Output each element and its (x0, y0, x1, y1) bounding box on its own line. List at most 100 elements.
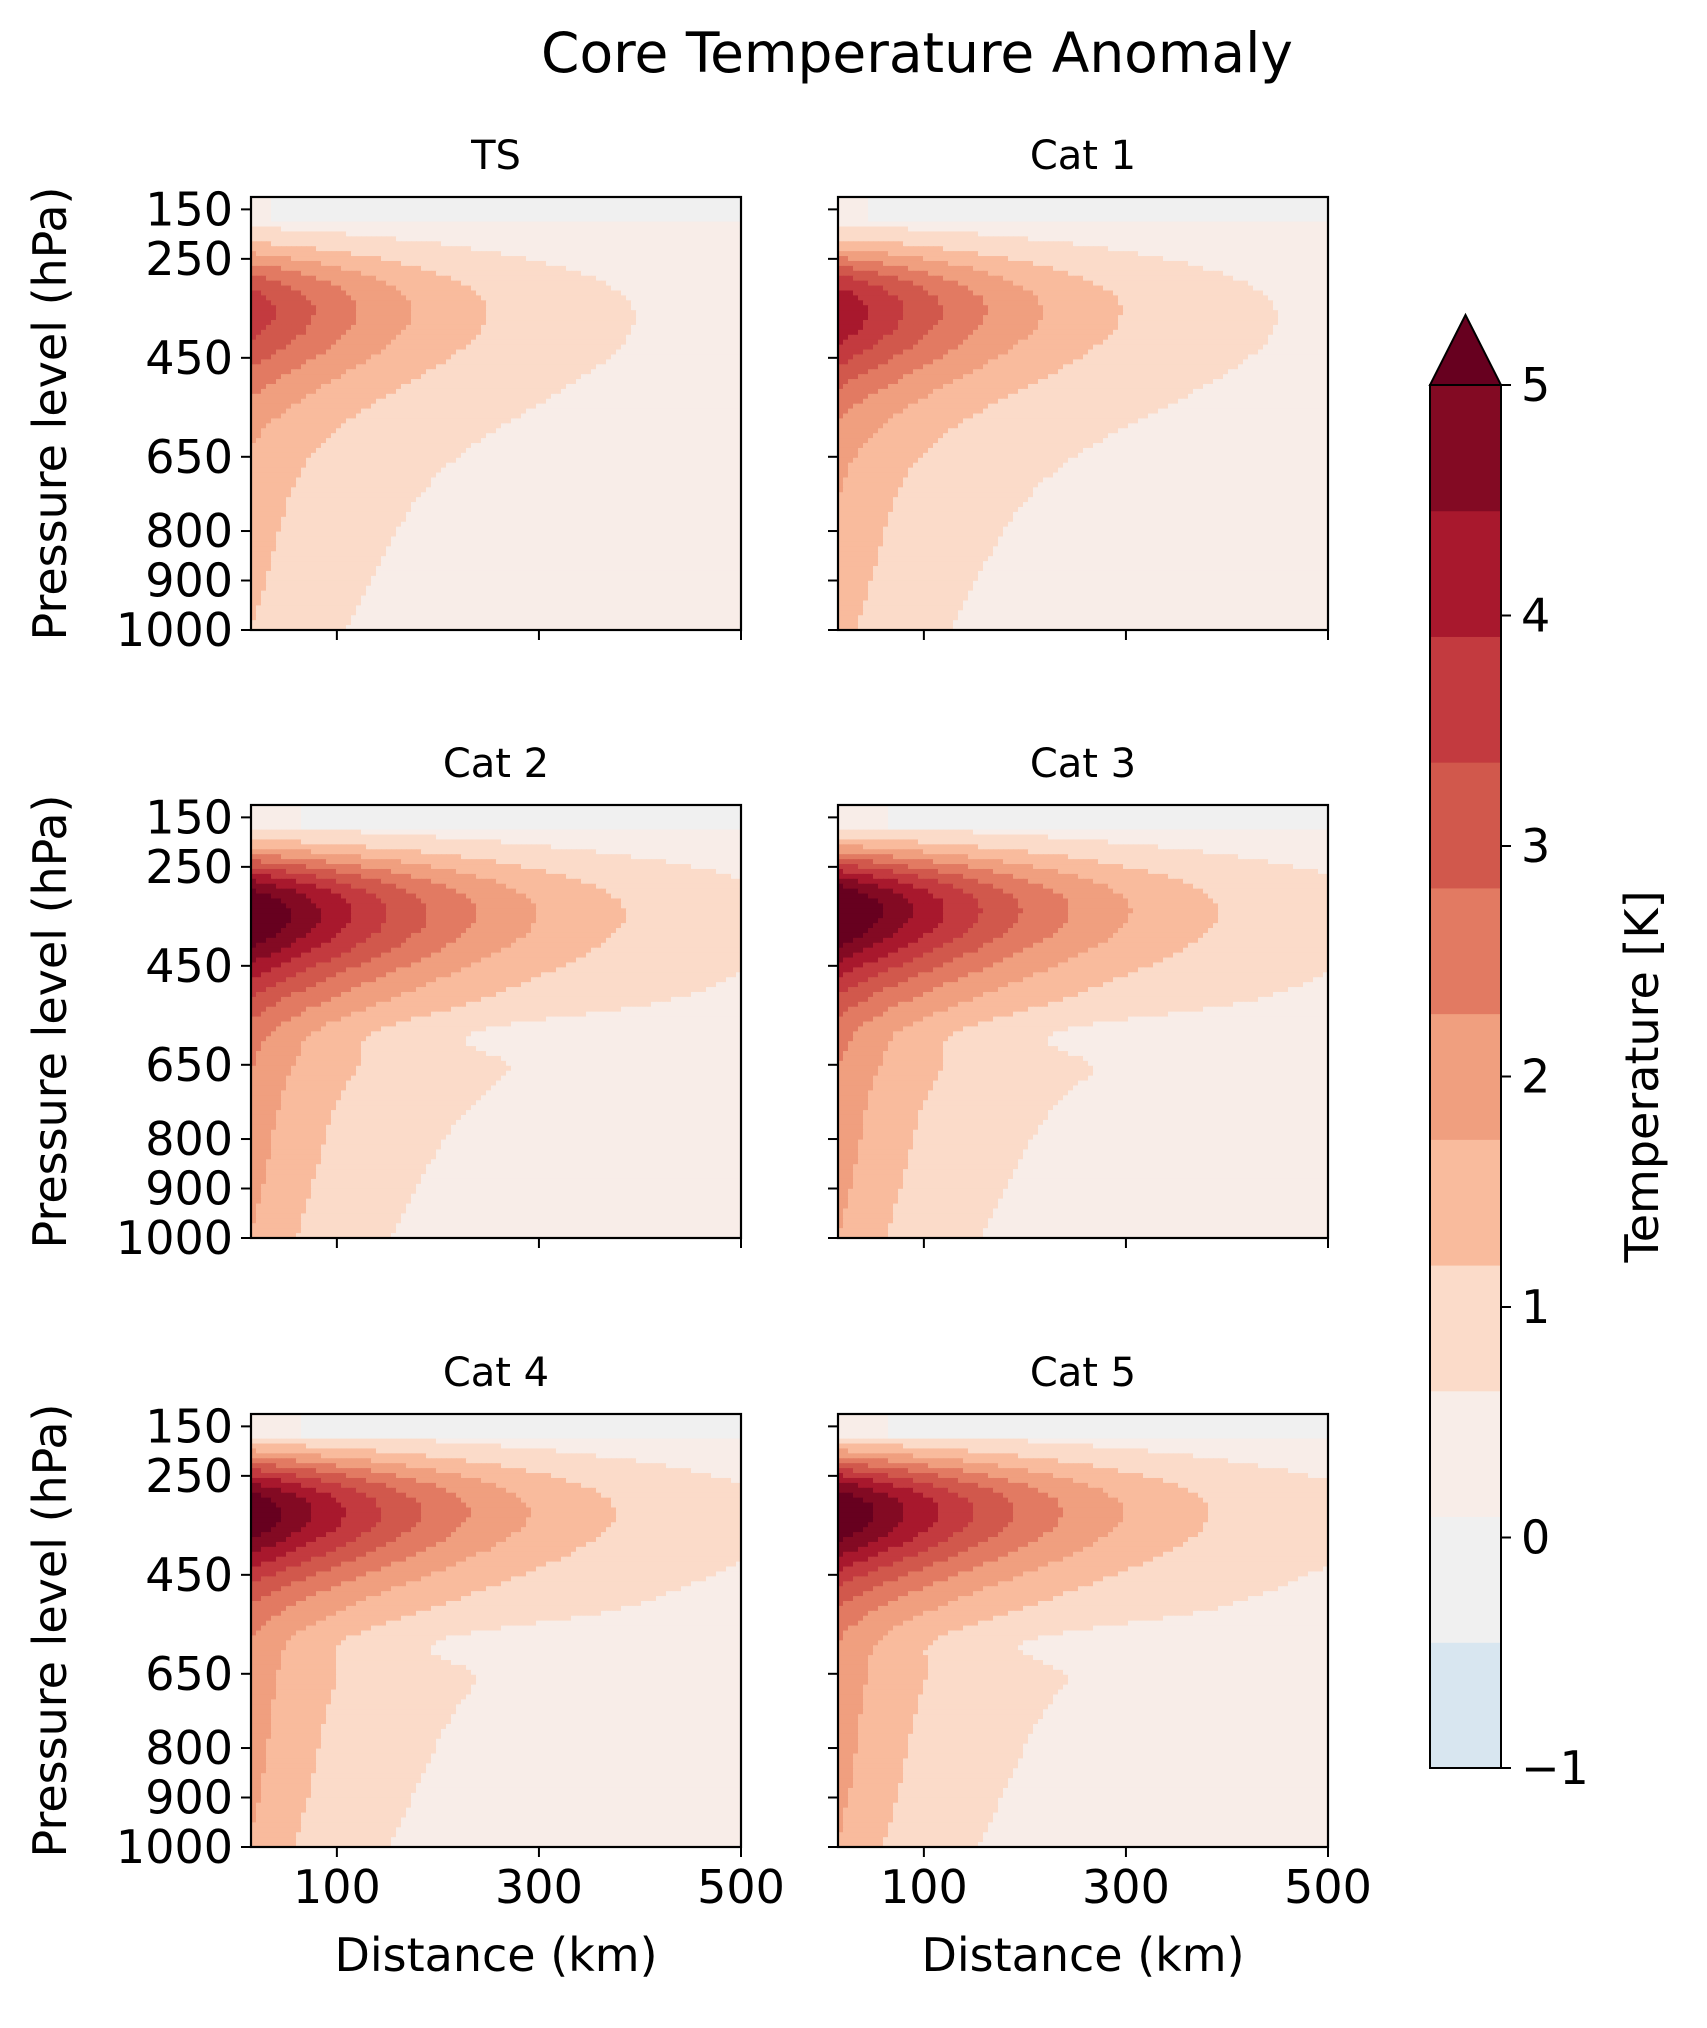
contour-cell (391, 344, 397, 351)
contour-cell (331, 388, 337, 395)
contour-cell (656, 295, 662, 301)
contour-cell (736, 418, 741, 424)
contour-cell (351, 433, 357, 439)
contour-cell (611, 231, 617, 237)
contour-cell (656, 334, 662, 341)
contour-cell (506, 221, 512, 228)
contour-cell (346, 270, 352, 277)
contour-cell (256, 428, 262, 434)
contour-cell (431, 428, 437, 434)
contour-cell (676, 280, 682, 287)
contour-cell (691, 398, 697, 405)
contour-cell (406, 275, 412, 282)
contour-cell (351, 275, 357, 282)
contour-cell (261, 413, 267, 420)
contour-cell (571, 310, 577, 316)
contour-cell (361, 310, 367, 316)
contour-cell (436, 300, 442, 306)
contour-cell (331, 211, 337, 218)
contour-cell (396, 413, 402, 420)
contour-cell (526, 265, 532, 272)
contour-cell (591, 251, 597, 257)
contour-cell (316, 305, 322, 311)
contour-cell (636, 393, 642, 400)
contour-cell (306, 379, 312, 385)
contour-cell (256, 197, 262, 203)
contour-cell (641, 388, 647, 395)
contour-cell (336, 305, 342, 311)
contour-cell (661, 398, 667, 405)
contour-cell (321, 221, 327, 228)
contour-cell (656, 270, 662, 277)
contour-cell (546, 315, 552, 321)
contour-cell (456, 379, 462, 385)
contour-cell (311, 354, 317, 360)
contour-cell (326, 344, 332, 351)
contour-cell (326, 315, 332, 321)
contour-cell (466, 388, 472, 395)
contour-cell (356, 320, 362, 326)
contour-cell (271, 280, 277, 287)
contour-cell (326, 216, 332, 223)
contour-cell (671, 428, 677, 434)
contour-cell (716, 197, 722, 203)
contour-cell (706, 251, 712, 257)
contour-cell (401, 408, 407, 415)
contour-cell (466, 344, 472, 351)
contour-cell (711, 423, 717, 429)
contour-cell (271, 408, 277, 415)
contour-cell (491, 354, 497, 360)
contour-cell (466, 413, 472, 420)
contour-cell (396, 201, 402, 208)
contour-cell (481, 329, 487, 336)
contour-cell (606, 275, 612, 282)
contour-cell (516, 265, 522, 272)
contour-cell (441, 216, 447, 223)
contour-cell (396, 260, 402, 267)
contour-cell (636, 383, 642, 390)
contour-cell (596, 413, 602, 420)
contour-cell (641, 265, 647, 272)
contour-cell (386, 295, 392, 301)
contour-cell (611, 393, 617, 400)
contour-cell (441, 324, 447, 331)
contour-cell (411, 339, 417, 346)
contour-cell (556, 246, 562, 252)
contour-cell (571, 221, 577, 228)
contour-cell (391, 369, 397, 375)
contour-cell (396, 428, 402, 434)
contour-cell (641, 344, 647, 351)
contour-cell (416, 383, 422, 390)
contour-cell (706, 339, 712, 346)
contour-cell (296, 251, 302, 257)
contour-cell (321, 413, 327, 420)
contour-cell (521, 433, 527, 439)
contour-cell (721, 310, 727, 316)
contour-cell (526, 231, 532, 237)
contour-cell (611, 300, 617, 306)
contour-cell (721, 334, 727, 341)
contour-cell (531, 354, 537, 360)
contour-cell (601, 433, 607, 439)
contour-cell (421, 369, 427, 375)
contour-cell (671, 260, 677, 267)
contour-cell (271, 221, 277, 228)
contour-cell (686, 206, 692, 213)
contour-cell (271, 359, 277, 365)
contour-cell (571, 285, 577, 292)
contour-cell (536, 260, 542, 267)
contour-cell (716, 246, 722, 252)
contour-cell (286, 290, 292, 297)
contour-cell (541, 374, 547, 380)
contour-cell (711, 211, 717, 218)
contour-cell (501, 329, 507, 336)
contour-cell (671, 275, 677, 282)
contour-cell (306, 241, 312, 247)
contour-cell (416, 290, 422, 297)
contour-cell (331, 241, 337, 247)
contour-cell (731, 433, 737, 439)
contour-cell (476, 285, 482, 292)
contour-cell (611, 236, 617, 242)
contour-cell (571, 354, 577, 360)
contour-cell (471, 265, 477, 272)
